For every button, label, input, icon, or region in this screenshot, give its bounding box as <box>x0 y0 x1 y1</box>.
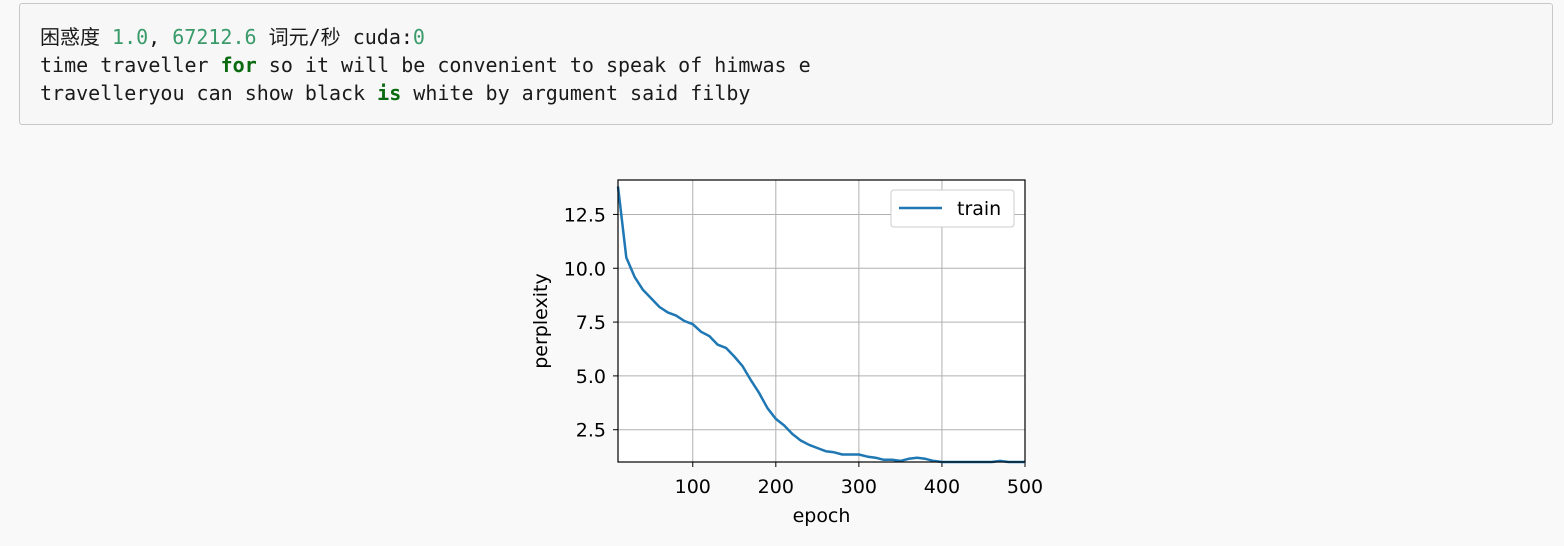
legend-box <box>890 189 1015 228</box>
x-tick-label: 500 <box>1007 476 1043 498</box>
cell-output: 困惑度 1.0, 67212.6 词元/秒 cuda:0 time travel… <box>19 3 1553 125</box>
stats-line: 困惑度 1.0, 67212.6 词元/秒 cuda:0 <box>40 23 425 51</box>
text-segment: travelleryou can show black <box>40 81 378 105</box>
text-segment: time traveller <box>40 53 221 77</box>
y-tick-label: 5.0 <box>576 366 606 388</box>
x-tick-label: 300 <box>841 476 877 498</box>
perplexity-label: 困惑度 <box>40 25 100 49</box>
plot-area <box>617 179 1026 463</box>
generated-text-line-1: time traveller for so it will be conveni… <box>40 51 811 79</box>
speed-unit: 词元/秒 <box>268 25 341 49</box>
x-tick-label: 100 <box>675 476 711 498</box>
keyword-highlight: is <box>377 81 402 105</box>
x-tick-label: 400 <box>924 476 960 498</box>
y-tick-label: 10.0 <box>564 258 606 280</box>
text-segment: white by argument said filby <box>401 81 751 105</box>
x-tick-label: 200 <box>758 476 794 498</box>
perplexity-value: 1.0 <box>112 25 149 49</box>
y-tick-label: 7.5 <box>576 312 606 334</box>
legend: train <box>890 189 1015 228</box>
speed-value: 67212.6 <box>172 25 257 49</box>
y-tick-label: 12.5 <box>564 204 606 226</box>
separator: , <box>148 25 161 49</box>
device-id: 0 <box>412 25 425 49</box>
y-axis-label: perplexity <box>530 273 552 368</box>
keyword-highlight: for <box>220 53 257 77</box>
generated-text-line-2: travelleryou can show black is white by … <box>40 79 750 107</box>
device-label: cuda: <box>352 25 413 49</box>
axis-ticks: 100 200 300 400 500 2.5 5.0 7.5 10.0 12.5 <box>564 204 1043 498</box>
legend-label: train <box>957 198 1001 220</box>
y-tick-label: 2.5 <box>576 420 606 442</box>
x-axis-label: epoch <box>793 505 851 527</box>
text-segment: so it will be convenient to speak of him… <box>256 53 811 77</box>
